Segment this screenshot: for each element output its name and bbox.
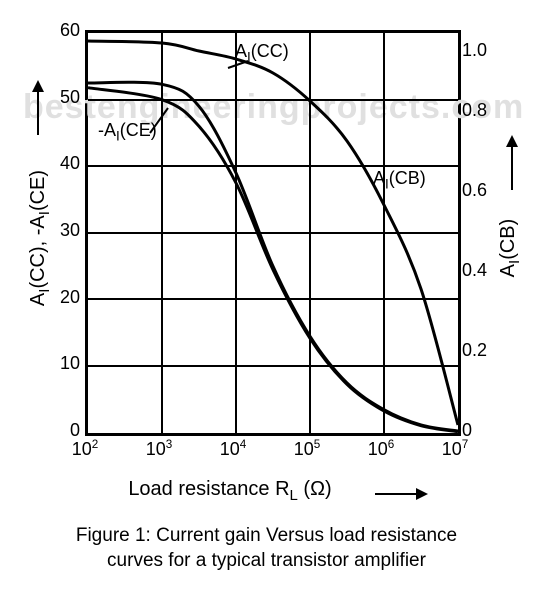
ytick-right-06: 0.6 <box>462 180 502 201</box>
ytick-right-10: 1.0 <box>462 40 502 61</box>
y-left-label: AI(CC), -AI(CE) <box>27 153 53 323</box>
y-right-arrow-icon <box>502 135 522 195</box>
figure-caption-line2: curves for a typical transistor amplifie… <box>0 550 533 572</box>
x-label: Load resistance RL (Ω) <box>100 478 360 504</box>
annot-cb: AI(CB) <box>373 168 426 192</box>
curve-cb <box>88 41 458 425</box>
ytick-left-60: 60 <box>40 20 80 41</box>
figure-caption-line1: Figure 1: Current gain Versus load resis… <box>0 525 533 547</box>
x-arrow-icon <box>370 484 430 504</box>
xtick-1e5: 105 <box>287 438 327 460</box>
y-left-arrow-icon <box>28 80 48 140</box>
annot-ce: -AI(CE) <box>98 120 157 144</box>
ytick-right-04: 0.4 <box>462 260 502 281</box>
xtick-1e6: 106 <box>361 438 401 460</box>
curves-svg <box>88 33 458 433</box>
xtick-1e3: 103 <box>139 438 179 460</box>
ytick-left-10: 10 <box>40 353 80 374</box>
ytick-right-08: 0.8 <box>462 100 502 121</box>
xtick-1e7: 107 <box>435 438 475 460</box>
xtick-1e2: 102 <box>65 438 105 460</box>
plot-area: bestengineeringprojects.com AI(CC) -AI(C… <box>85 30 461 436</box>
y-right-label: AI(CB) <box>497 208 523 288</box>
ytick-right-02: 0.2 <box>462 340 502 361</box>
annot-cc: AI(CC) <box>235 41 289 65</box>
xtick-1e4: 104 <box>213 438 253 460</box>
